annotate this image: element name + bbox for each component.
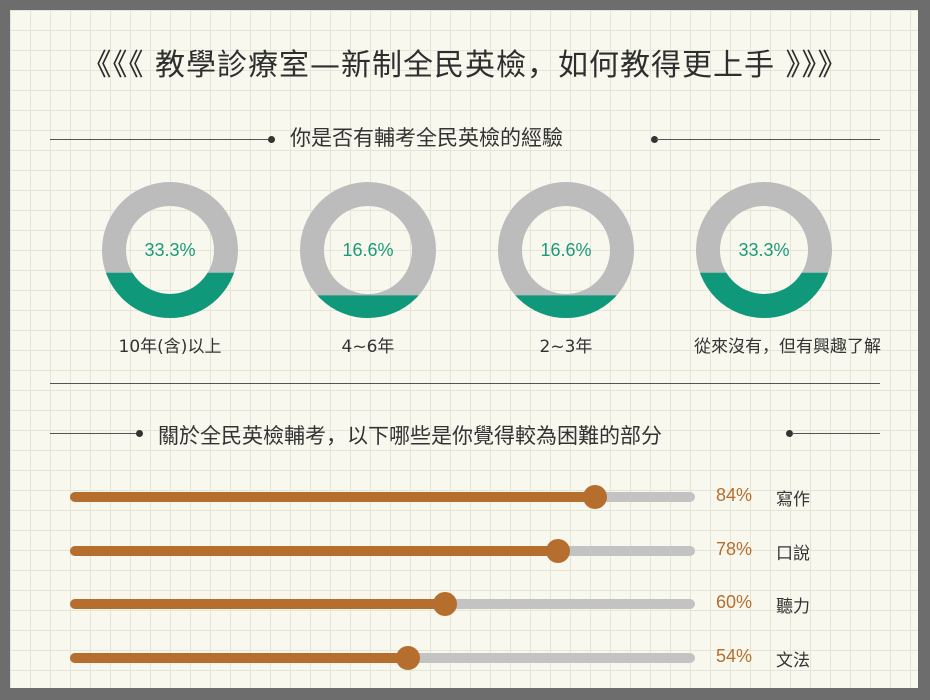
donut-chart: 33.3% xyxy=(102,182,238,318)
bar-category-label: 聽力 xyxy=(776,597,810,617)
donut-segment xyxy=(105,272,235,318)
bar-knob xyxy=(583,485,607,509)
difficulty-bar-row: 84% 寫作 xyxy=(70,482,830,512)
section1-dot-right xyxy=(651,136,658,143)
section2-dot-left xyxy=(136,430,143,437)
difficulty-bar-row: 60% 聽力 xyxy=(70,589,830,619)
donut-value-label: 16.6% xyxy=(540,240,591,260)
section2-header: 關於全民英檢輔考，以下哪些是你覺得較為困難的部分 xyxy=(0,420,930,450)
donut-category-label: 10年(含)以上 xyxy=(118,337,222,357)
section1-dot-left xyxy=(268,136,275,143)
donut-chart: 33.3% xyxy=(696,182,832,318)
bar-value-label: 84% xyxy=(716,485,753,505)
donut-item: 33.3% 從來沒有，但有興趣了解 xyxy=(694,180,881,357)
donut-value-label: 33.3% xyxy=(144,240,195,260)
donut-segment xyxy=(515,295,617,318)
donut-category-label: 2~3年 xyxy=(539,337,593,357)
donut-value-label: 16.6% xyxy=(342,240,393,260)
section2-line-right xyxy=(792,433,880,434)
bar-knob xyxy=(433,592,457,616)
donut-chart: 16.6% xyxy=(300,182,436,318)
donut-chart: 16.6% xyxy=(498,182,634,318)
bar-knob xyxy=(545,539,570,563)
difficulty-bar-row: 78% 口說 xyxy=(70,536,830,566)
donut-item: 33.3% 10年(含)以上 xyxy=(100,180,240,357)
difficulty-bar-row: 54% 文法 xyxy=(70,643,830,673)
donut-item: 16.6% 2~3年 xyxy=(496,180,636,357)
section-divider xyxy=(50,383,880,384)
donut-segment xyxy=(317,295,419,318)
bar-fill xyxy=(70,492,595,502)
section1-line-right xyxy=(656,139,880,140)
section1-line-left xyxy=(50,139,270,140)
bar-value-label: 60% xyxy=(716,592,753,612)
bar-knob xyxy=(395,646,420,670)
bar-category-label: 口說 xyxy=(776,544,810,564)
section2-heading: 關於全民英檢輔考，以下哪些是你覺得較為困難的部分 xyxy=(158,424,662,448)
bar-category-label: 寫作 xyxy=(776,490,810,510)
section2-dot-right xyxy=(786,430,793,437)
section1-heading: 你是否有輔考全民英檢的經驗 xyxy=(290,126,563,150)
donut-category-label: 4~6年 xyxy=(341,337,395,357)
donut-segment xyxy=(699,272,829,318)
bar-fill xyxy=(70,546,558,556)
section1-header: 你是否有輔考全民英檢的經驗 xyxy=(0,122,930,152)
donut-item: 16.6% 4~6年 xyxy=(298,180,438,357)
donut-category-label: 從來沒有，但有興趣了解 xyxy=(694,337,881,357)
section2-line-left xyxy=(50,433,140,434)
donut-value-label: 33.3% xyxy=(738,240,789,260)
bar-fill xyxy=(70,599,445,609)
bar-value-label: 78% xyxy=(716,539,753,559)
bar-fill xyxy=(70,653,408,663)
infographic-panel xyxy=(10,10,918,688)
page-title: 《《《 教學診療室—新制全民英檢，如何教得更上手 》》》 xyxy=(81,48,849,83)
bar-value-label: 54% xyxy=(716,646,753,666)
bar-category-label: 文法 xyxy=(776,651,810,671)
